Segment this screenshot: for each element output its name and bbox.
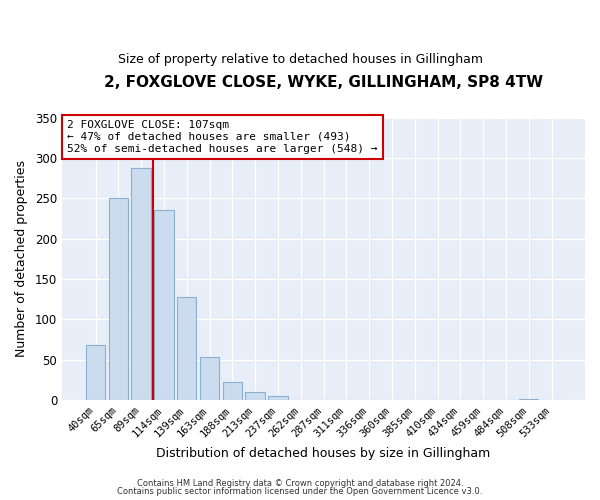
Title: 2, FOXGLOVE CLOSE, WYKE, GILLINGHAM, SP8 4TW: 2, FOXGLOVE CLOSE, WYKE, GILLINGHAM, SP8… [104,75,543,90]
Text: Size of property relative to detached houses in Gillingham: Size of property relative to detached ho… [118,52,482,66]
Text: Contains HM Land Registry data © Crown copyright and database right 2024.: Contains HM Land Registry data © Crown c… [137,478,463,488]
Y-axis label: Number of detached properties: Number of detached properties [15,160,28,358]
Bar [177,297,196,400]
Bar [131,168,151,400]
X-axis label: Distribution of detached houses by size in Gillingham: Distribution of detached houses by size … [157,447,491,460]
Bar [154,210,173,400]
Bar [519,398,538,400]
Bar [245,392,265,400]
Bar [223,382,242,400]
Text: Contains public sector information licensed under the Open Government Licence v3: Contains public sector information licen… [118,487,482,496]
Bar [109,198,128,400]
Bar [200,356,219,400]
Bar [86,346,105,400]
Bar [268,396,287,400]
Text: 2 FOXGLOVE CLOSE: 107sqm
← 47% of detached houses are smaller (493)
52% of semi-: 2 FOXGLOVE CLOSE: 107sqm ← 47% of detach… [67,120,378,154]
